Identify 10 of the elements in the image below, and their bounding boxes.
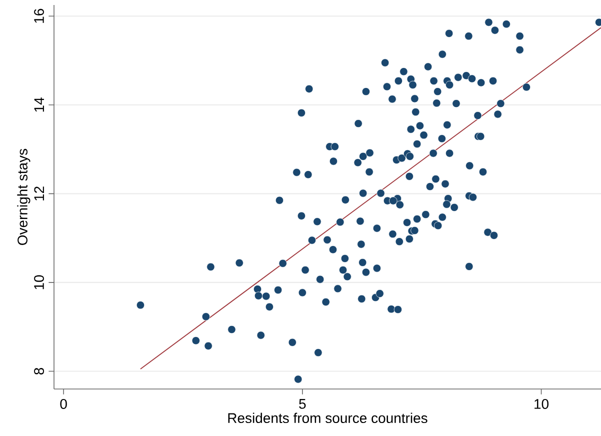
x-tick-label: 0 [60,399,67,409]
y-tick-label: 8 [34,368,44,375]
x-tick-label: 5 [299,399,306,409]
x-axis-title: Residents from source countries [228,412,428,424]
y-tick-label: 10 [34,275,44,290]
y-tick-label: 12 [34,186,44,200]
y-axis-title: Overnight stays [17,148,30,245]
y-tick-label: 16 [34,8,44,23]
x-tick-label: 10 [534,399,549,409]
y-tick-label: 14 [34,98,44,112]
